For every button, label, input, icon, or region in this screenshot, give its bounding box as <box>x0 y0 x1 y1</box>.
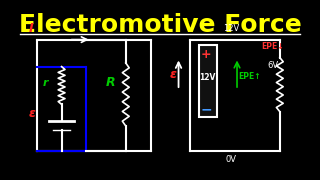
Text: 12V: 12V <box>223 24 239 33</box>
Text: ε: ε <box>170 68 177 81</box>
Text: I: I <box>29 22 33 35</box>
Text: 12V: 12V <box>200 73 216 82</box>
Text: EPE↓: EPE↓ <box>261 42 284 51</box>
Text: +: + <box>201 48 212 60</box>
Text: ε: ε <box>29 107 36 120</box>
Text: R: R <box>106 76 116 89</box>
Text: −: − <box>201 103 212 117</box>
FancyBboxPatch shape <box>198 45 217 117</box>
Text: EPE↑: EPE↑ <box>238 72 261 81</box>
Text: 0V: 0V <box>226 155 237 164</box>
Text: Electromotive Force: Electromotive Force <box>19 13 301 37</box>
Text: r: r <box>43 78 49 88</box>
Text: 6V: 6V <box>268 61 279 70</box>
